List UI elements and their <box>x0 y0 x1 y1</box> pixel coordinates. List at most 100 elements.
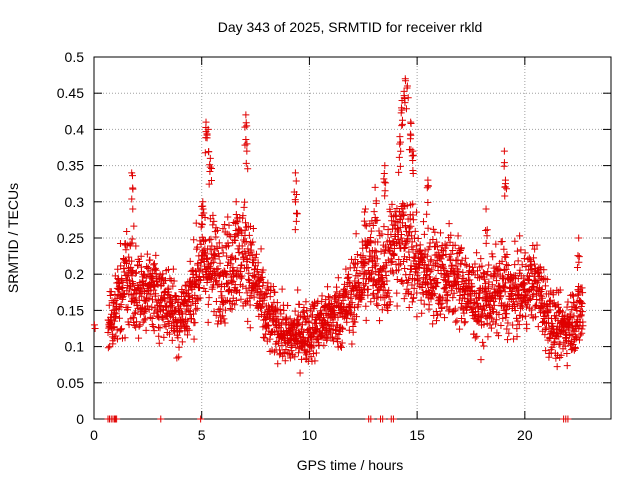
data-point <box>198 233 206 241</box>
data-point <box>397 234 405 242</box>
data-point <box>528 292 536 300</box>
data-point <box>362 222 370 230</box>
data-point <box>411 227 419 235</box>
data-point <box>573 264 581 272</box>
data-point <box>473 299 481 307</box>
data-point <box>206 274 214 282</box>
data-point <box>264 322 272 330</box>
data-point <box>554 329 562 337</box>
data-point <box>384 306 392 314</box>
data-point <box>397 278 405 286</box>
data-point <box>451 305 459 313</box>
data-point <box>575 258 583 266</box>
data-point <box>487 324 495 332</box>
data-point <box>497 321 505 329</box>
data-point <box>232 219 240 227</box>
data-point <box>372 248 380 256</box>
data-point <box>286 315 294 323</box>
data-point <box>160 333 168 341</box>
data-point <box>484 268 492 276</box>
data-point <box>227 253 235 261</box>
data-point <box>247 292 255 300</box>
data-point <box>296 369 304 377</box>
data-point <box>185 307 193 315</box>
data-point <box>320 314 328 322</box>
data-point <box>570 312 578 320</box>
data-point <box>337 343 345 351</box>
data-point <box>572 335 580 343</box>
data-point <box>249 238 257 246</box>
data-point <box>291 226 299 234</box>
data-point <box>419 218 427 226</box>
data-point <box>166 275 174 283</box>
data-point <box>488 281 496 289</box>
data-point <box>137 252 145 260</box>
data-point <box>534 323 542 331</box>
data-point <box>122 256 130 264</box>
data-point <box>441 314 449 322</box>
data-point <box>213 265 221 273</box>
data-point <box>117 325 125 333</box>
data-point <box>563 362 571 370</box>
y-tick-label: 0.3 <box>65 194 85 210</box>
data-point <box>213 277 221 285</box>
data-point <box>324 283 332 291</box>
data-point <box>274 315 282 323</box>
data-point <box>184 317 192 325</box>
data-point <box>129 280 137 288</box>
data-point <box>192 306 200 314</box>
data-point <box>214 250 222 258</box>
data-point <box>413 313 421 321</box>
data-point <box>154 281 162 289</box>
data-point <box>156 324 164 332</box>
data-point <box>380 280 388 288</box>
data-point <box>502 279 510 287</box>
data-point <box>144 264 152 272</box>
data-point <box>483 226 491 234</box>
data-point <box>240 203 248 211</box>
data-point <box>208 164 216 172</box>
data-point <box>196 267 204 275</box>
y-tick-label: 0.25 <box>57 230 84 246</box>
data-point <box>132 242 140 250</box>
data-point <box>268 303 276 311</box>
data-point <box>320 341 328 349</box>
data-point <box>132 269 140 277</box>
data-point <box>180 289 188 297</box>
data-point <box>243 289 251 297</box>
data-point <box>152 251 160 259</box>
data-point <box>242 136 250 144</box>
data-point <box>146 313 154 321</box>
data-point <box>470 299 478 307</box>
data-point <box>388 217 396 225</box>
data-point <box>339 325 347 333</box>
data-point <box>245 231 253 239</box>
data-point <box>404 94 412 102</box>
data-point <box>457 260 465 268</box>
data-point <box>205 294 213 302</box>
data-point <box>183 331 191 339</box>
data-point <box>200 284 208 292</box>
data-point <box>269 282 277 290</box>
data-point <box>247 241 255 249</box>
data-point <box>423 252 431 260</box>
data-point <box>409 147 417 155</box>
data-point <box>323 321 331 329</box>
data-point <box>244 165 252 173</box>
data-point <box>232 198 240 206</box>
data-point <box>522 312 530 320</box>
data-point <box>392 260 400 268</box>
data-point <box>514 317 522 325</box>
data-point <box>446 255 454 263</box>
data-point <box>276 306 284 314</box>
data-point <box>410 284 418 292</box>
data-point <box>113 295 121 303</box>
data-point <box>447 231 455 239</box>
data-point <box>578 299 586 307</box>
data-point <box>374 302 382 310</box>
data-point <box>364 285 372 293</box>
data-point <box>478 311 486 319</box>
data-point <box>258 303 266 311</box>
data-point <box>338 339 346 347</box>
data-point <box>424 224 432 232</box>
